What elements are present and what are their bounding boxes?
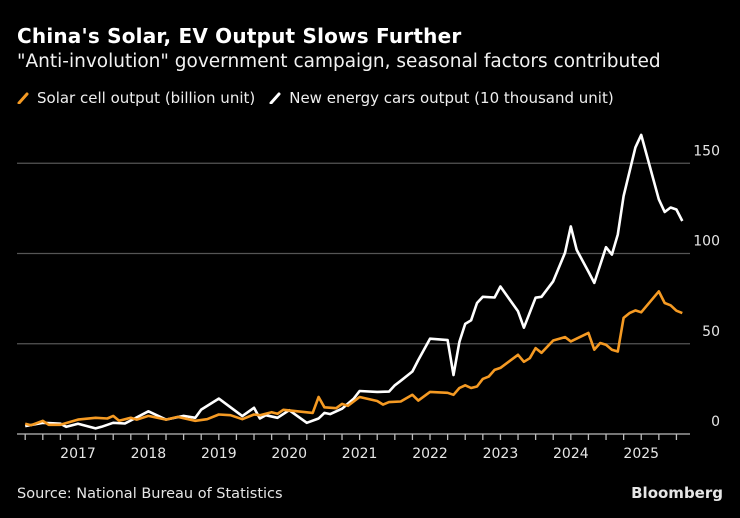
legend-item-ev: New energy cars output (10 thousand unit… bbox=[269, 89, 614, 107]
x-tick-label: 2017 bbox=[60, 446, 96, 462]
legend-swatch-solar bbox=[17, 92, 29, 104]
legend: Solar cell output (billion unit) New ene… bbox=[17, 89, 614, 107]
legend-item-solar: Solar cell output (billion unit) bbox=[17, 89, 255, 107]
series-line-solar bbox=[24, 290, 683, 427]
x-tick-label: 2020 bbox=[271, 446, 307, 462]
x-tick-label: 2021 bbox=[342, 446, 378, 462]
x-tick-label: 2022 bbox=[412, 446, 448, 462]
legend-label-solar: Solar cell output (billion unit) bbox=[37, 89, 256, 107]
y-tick-label: 50 bbox=[702, 324, 720, 340]
x-tick-label: 2019 bbox=[201, 446, 237, 462]
x-tick-label: 2023 bbox=[483, 446, 519, 462]
series-line-ev bbox=[24, 133, 684, 430]
y-tick-label: 100 bbox=[693, 234, 720, 250]
legend-swatch-ev bbox=[269, 92, 281, 104]
y-tick-label: 0 bbox=[711, 414, 720, 430]
chart-title: China's Solar, EV Output Slows Further bbox=[17, 24, 462, 48]
legend-label-ev: New energy cars output (10 thousand unit… bbox=[289, 89, 614, 107]
x-tick-label: 2018 bbox=[131, 446, 167, 462]
source-note: Source: National Bureau of Statistics bbox=[17, 486, 283, 502]
x-tick-label: 2025 bbox=[623, 446, 659, 462]
x-tick-label: 2024 bbox=[553, 446, 589, 462]
y-tick-label: 150 bbox=[693, 143, 720, 159]
chart-subtitle: "Anti-involution" government campaign, s… bbox=[17, 51, 661, 72]
bloomberg-logo: Bloomberg bbox=[631, 484, 723, 502]
